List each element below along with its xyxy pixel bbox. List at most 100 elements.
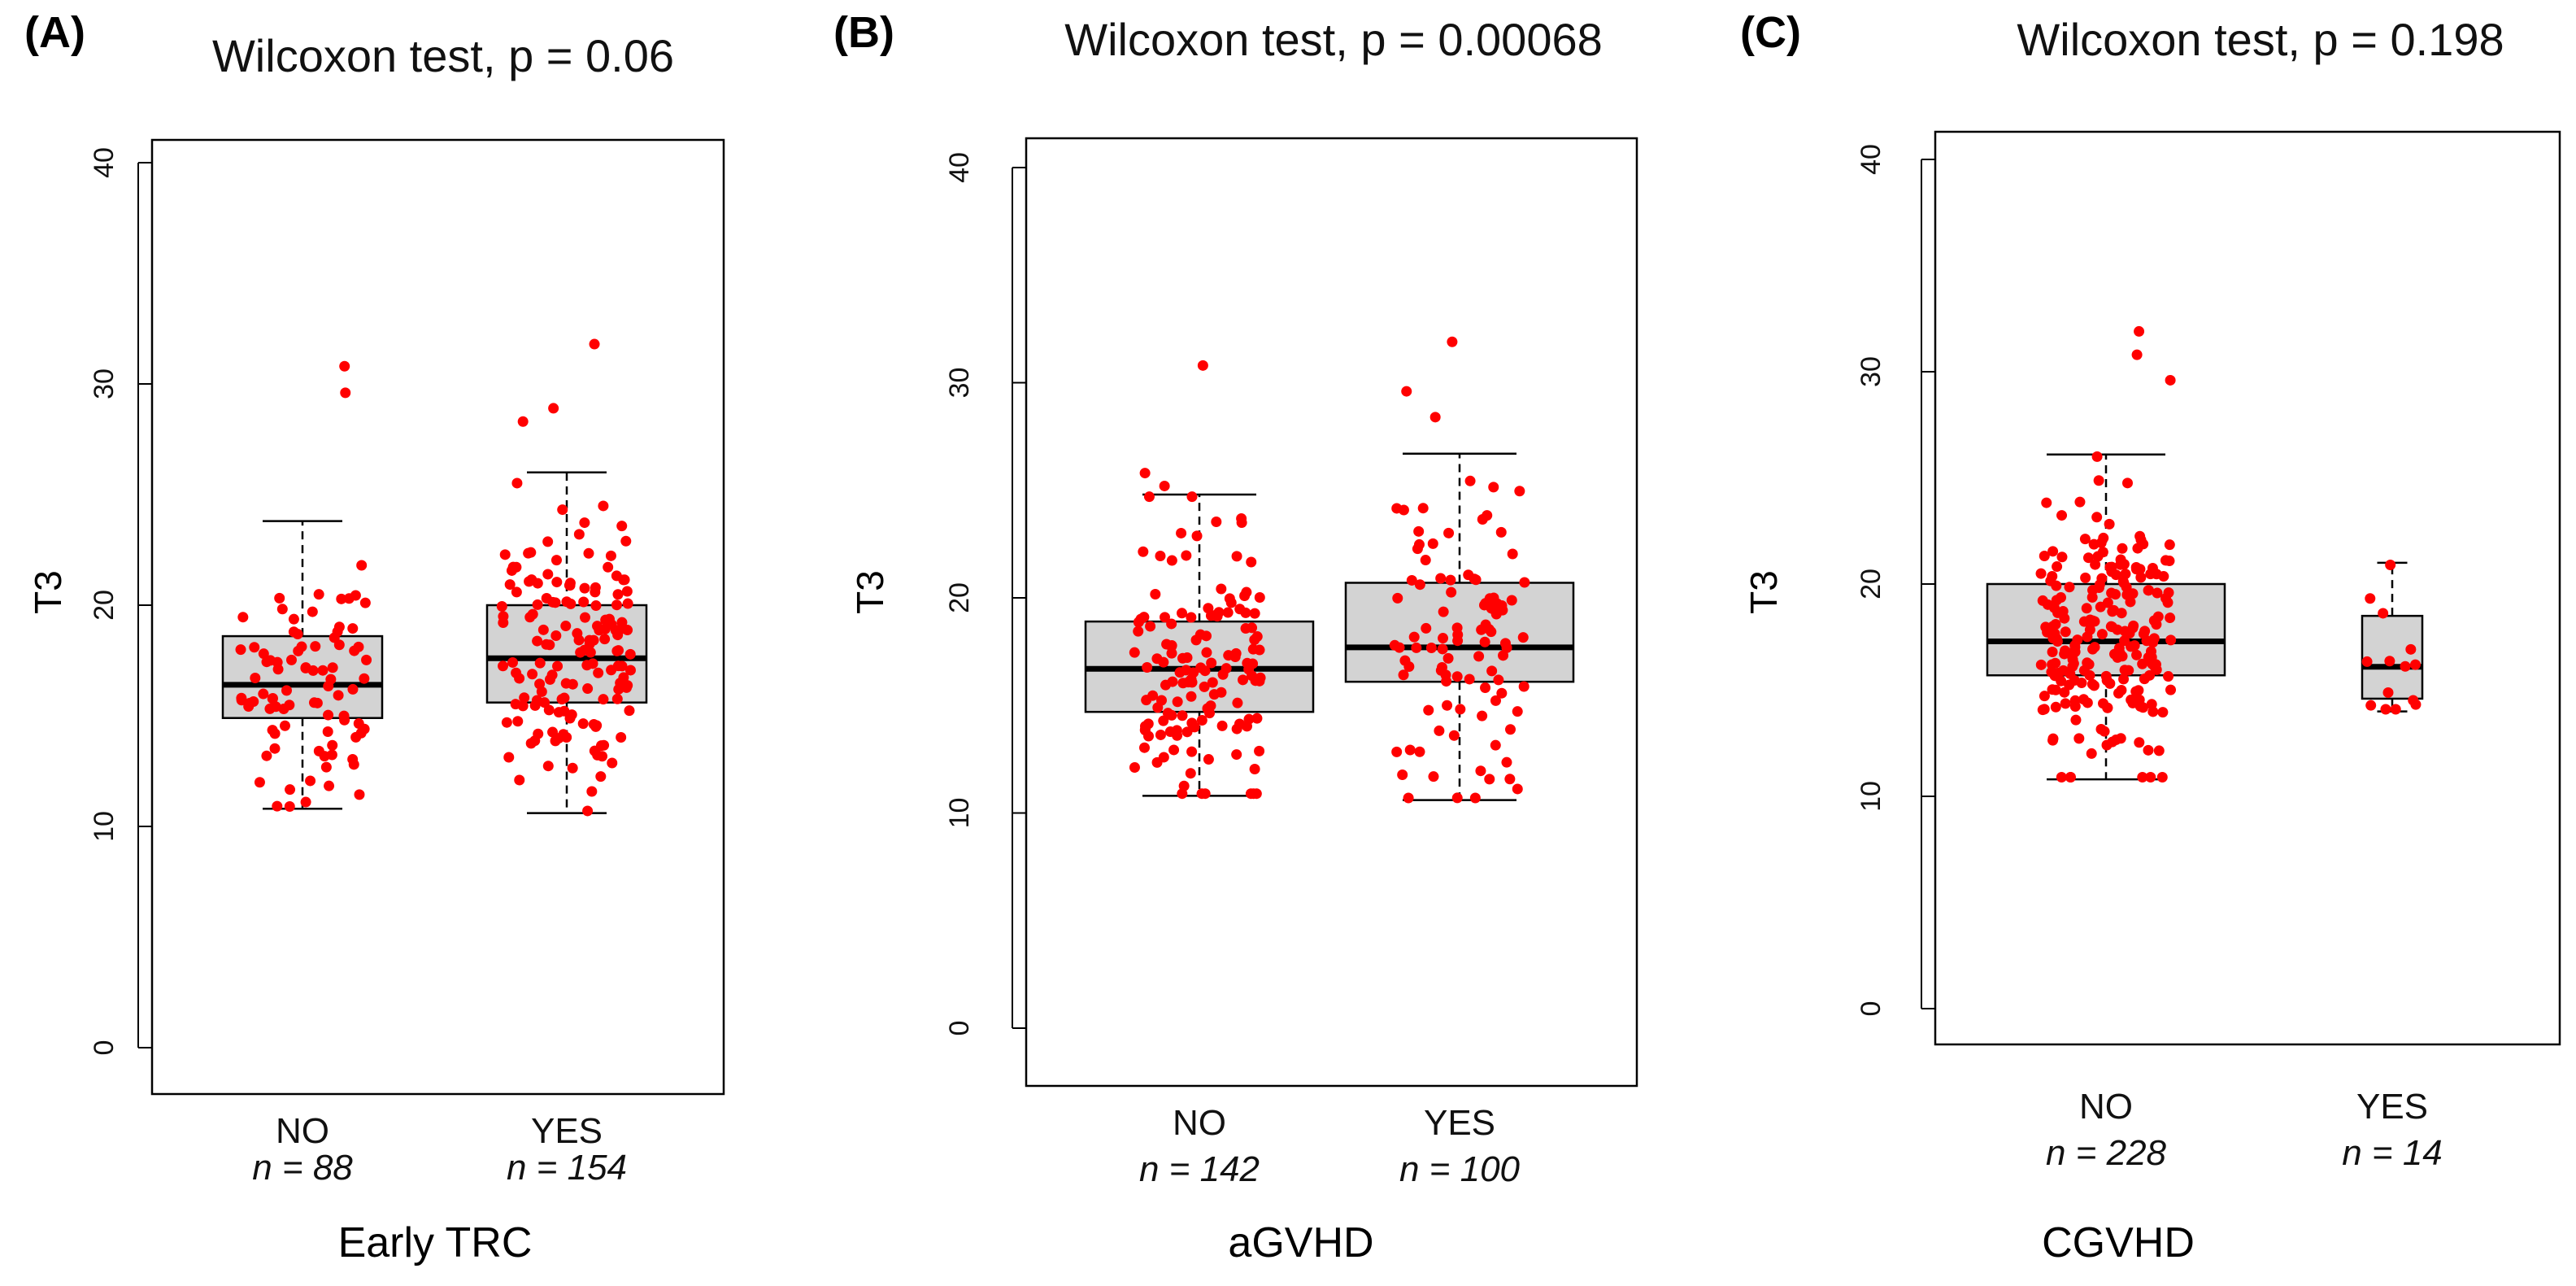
data-point: [1406, 574, 1417, 586]
data-point: [2409, 659, 2421, 670]
data-point: [2118, 674, 2130, 685]
data-point: [2157, 707, 2169, 718]
data-point: [1201, 647, 1212, 658]
data-point: [267, 693, 278, 704]
data-point: [1249, 608, 1260, 619]
data-point: [2134, 737, 2145, 748]
data-point: [2095, 723, 2107, 735]
data-point: [1414, 579, 1425, 591]
data-point: [300, 662, 311, 674]
data-point: [2081, 603, 2092, 614]
data-point: [1435, 573, 1447, 584]
y-tick-label: 0: [944, 1021, 975, 1036]
data-point: [2056, 772, 2067, 783]
data-point: [237, 612, 249, 623]
data-point: [1404, 744, 1416, 756]
y-axis-label: T3: [1743, 570, 1785, 614]
data-point: [1191, 530, 1203, 542]
data-point: [1186, 746, 1198, 757]
data-point: [1403, 792, 1414, 804]
data-point: [2134, 564, 2146, 575]
data-point: [1475, 765, 1486, 777]
data-point: [1463, 569, 1474, 581]
data-point: [622, 598, 633, 609]
data-point: [1496, 599, 1508, 611]
data-point: [2132, 543, 2143, 554]
data-point: [519, 692, 530, 704]
data-point: [578, 596, 590, 608]
data-point: [1394, 642, 1405, 653]
data-point: [1231, 749, 1242, 761]
data-point: [547, 726, 559, 738]
data-point: [611, 693, 623, 704]
data-point: [327, 739, 338, 751]
data-point: [2090, 559, 2101, 570]
data-point: [1143, 491, 1155, 503]
data-point: [2390, 704, 2401, 715]
data-point: [1197, 360, 1208, 371]
data-point: [1446, 586, 1457, 598]
data-point: [1151, 756, 1163, 768]
data-point: [1486, 626, 1497, 638]
data-point: [359, 597, 371, 608]
data-point: [1186, 491, 1198, 503]
data-point: [272, 656, 283, 668]
data-point: [590, 586, 601, 598]
data-point: [2117, 543, 2128, 554]
y-tick-label: 10: [1856, 781, 1886, 812]
data-point: [1152, 702, 1164, 713]
data-point: [2102, 597, 2113, 608]
x-category-label: YES: [531, 1111, 603, 1151]
data-point: [1166, 555, 1177, 566]
data-point: [1213, 607, 1225, 618]
data-point: [2400, 660, 2411, 672]
data-point: [607, 757, 618, 769]
data-point: [288, 626, 299, 638]
data-point: [1254, 745, 1265, 756]
data-point: [1199, 788, 1211, 800]
y-axis-label: T3: [27, 570, 69, 614]
data-point: [527, 669, 538, 680]
data-point: [1211, 517, 1222, 528]
data-point: [2096, 573, 2108, 584]
data-point: [2092, 551, 2104, 562]
data-point: [559, 705, 570, 717]
data-point: [333, 690, 344, 701]
data-point: [2165, 612, 2176, 624]
data-point: [317, 665, 329, 676]
data-point: [1216, 720, 1228, 731]
data-point: [2152, 587, 2163, 599]
data-point: [349, 645, 360, 656]
data-point: [1217, 669, 1229, 680]
data-point: [1186, 691, 1197, 702]
data-point: [593, 667, 604, 678]
data-point: [2047, 571, 2058, 582]
y-tick-label: 40: [944, 152, 975, 183]
data-point: [2056, 510, 2068, 521]
data-point: [1251, 713, 1263, 724]
data-point: [1473, 651, 1485, 662]
data-point: [311, 697, 323, 708]
data-point: [511, 586, 522, 598]
data-point: [235, 644, 246, 656]
data-point: [2056, 551, 2068, 563]
data-point: [2091, 451, 2103, 462]
data-point: [547, 596, 559, 608]
data-point: [612, 589, 624, 600]
data-point: [1249, 764, 1260, 775]
data-point: [1155, 550, 1166, 561]
panel-b: (B) Wilcoxon test, p = 0.00068 T3 aGVHD …: [833, 8, 1638, 1266]
plot-frame: [1025, 137, 1638, 1088]
data-point: [258, 688, 269, 700]
data-point: [249, 642, 260, 653]
data-point: [323, 709, 334, 721]
data-point: [534, 657, 546, 669]
data-point: [2047, 546, 2059, 557]
y-tick-label: 20: [89, 590, 120, 621]
sample-size-label: n = 228: [2046, 1133, 2167, 1173]
data-point: [2050, 701, 2061, 713]
data-point: [596, 740, 607, 752]
data-point: [1202, 703, 1213, 714]
data-point: [575, 647, 586, 658]
